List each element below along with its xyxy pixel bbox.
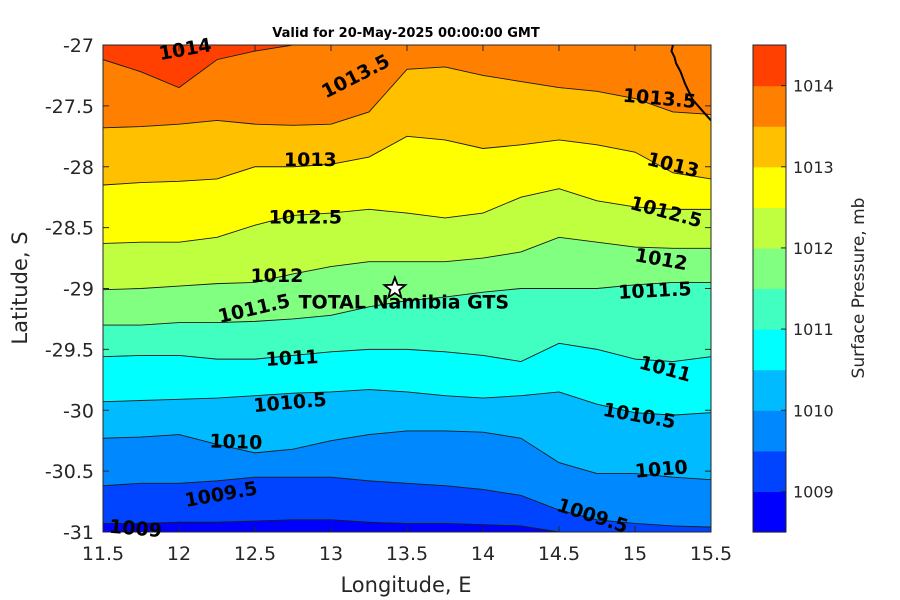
plot-area — [103, 45, 711, 532]
colorbar-segment — [753, 410, 786, 452]
x-tick-label: 15 — [623, 543, 647, 565]
colorbar-segment — [753, 369, 786, 411]
x-tick-label: 14 — [471, 543, 495, 565]
colorbar-tick-label: 1009 — [793, 482, 834, 501]
y-tick-label: -27 — [63, 35, 94, 57]
y-tick-label: -30 — [63, 400, 94, 422]
pressure-fill-bands — [103, 45, 711, 532]
colorbar-segment — [753, 329, 786, 371]
x-tick-label: 12 — [167, 543, 191, 565]
x-tick-label: 12.5 — [234, 543, 276, 565]
contour-label: 1011 — [265, 346, 319, 371]
y-axis-ticks: -27 -27.5 -28 -28.5 -29 -29.5 -30 -30.5 -31 — [45, 35, 711, 544]
colorbar-segment — [753, 450, 786, 493]
contour-line-1009 — [103, 519, 711, 532]
contour-line-1011 — [103, 342, 711, 363]
contour-label: 1012 — [250, 265, 303, 287]
contour-line-1013.5 — [103, 66, 711, 129]
contour-lines — [103, 45, 711, 532]
contour-line-1010.5 — [103, 389, 711, 416]
contour-label: 1012.5 — [269, 206, 342, 228]
contour-line-1012 — [103, 236, 711, 291]
contour-line-1010 — [103, 430, 711, 481]
x-tick-label: 15.5 — [690, 543, 732, 565]
colorbar-tick-label: 1010 — [793, 401, 834, 420]
y-axis-label: Latitude, S — [8, 231, 32, 344]
colorbar-segment — [753, 207, 786, 249]
y-tick-label: -29 — [63, 279, 94, 301]
colorbar-segment — [753, 85, 786, 127]
y-tick-label: -29.5 — [45, 339, 94, 361]
contour-label: 1010 — [209, 430, 263, 454]
x-axis-ticks: 11.5 12 12.5 13 13.5 14 14.5 15 15.5 — [82, 45, 732, 565]
colorbar — [752, 44, 787, 533]
x-axis-label: Longitude, E — [340, 573, 471, 597]
contour-label: 1011.5 — [618, 278, 692, 304]
contour-label: 1010 — [634, 456, 689, 483]
site-marker: TOTAL Namibia GTS — [299, 274, 510, 314]
colorbar-frame — [752, 44, 787, 533]
x-tick-label: 14.5 — [538, 543, 580, 565]
colorbar-tick-label: 1013 — [793, 158, 834, 177]
colorbar-ticks: 1009 1010 1011 1012 1013 1014 — [781, 77, 834, 501]
colorbar-segment — [753, 45, 786, 87]
contour-line-1011.5 — [103, 281, 711, 326]
y-tick-label: -30.5 — [45, 461, 94, 483]
contour-label: 1009 — [108, 516, 163, 543]
x-tick-label: 13 — [319, 543, 343, 565]
site-label: TOTAL Namibia GTS — [299, 292, 510, 314]
colorbar-segment — [753, 166, 786, 208]
coastline — [670, 45, 711, 122]
contour-line-1013 — [103, 135, 711, 186]
colorbar-segment — [753, 288, 786, 330]
colorbar-tick-label: 1014 — [793, 77, 834, 96]
contour-label: 1013 — [284, 149, 337, 171]
colorbar-tick-label: 1012 — [793, 239, 834, 258]
colorbar-tick-label: 1011 — [793, 320, 834, 339]
chart-title: Valid for 20-May-2025 00:00:00 GMT — [272, 26, 540, 41]
colorbar-segment — [753, 491, 786, 533]
y-tick-label: -28.5 — [45, 218, 94, 240]
contour-line-1009.5 — [103, 476, 711, 528]
y-tick-label: -27.5 — [45, 96, 94, 118]
colorbar-label: Surface Pressure, mb — [849, 198, 869, 379]
star-icon — [381, 274, 408, 300]
y-tick-label: -28 — [63, 157, 94, 179]
colorbar-segment — [753, 247, 786, 290]
contour-line-1012.5 — [103, 188, 711, 244]
colorbar-segment — [753, 126, 786, 168]
x-tick-label: 13.5 — [386, 543, 428, 565]
contour-line-1014 — [103, 45, 711, 89]
y-tick-label: -31 — [63, 522, 94, 544]
x-tick-label: 11.5 — [82, 543, 124, 565]
